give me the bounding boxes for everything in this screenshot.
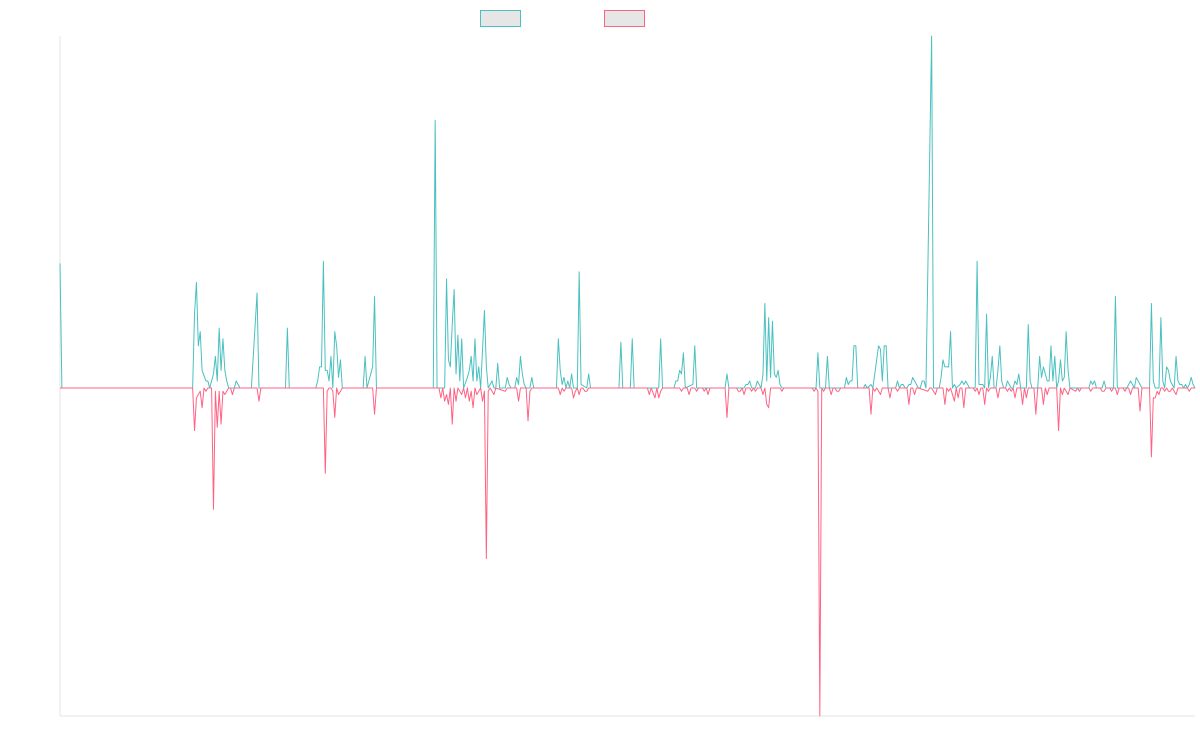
legend-swatch-1[interactable] bbox=[480, 10, 521, 27]
plot-frame bbox=[59, 36, 1195, 717]
legend-item-1[interactable] bbox=[480, 10, 521, 27]
legend-item-2[interactable] bbox=[604, 10, 645, 27]
legend[interactable] bbox=[480, 10, 645, 27]
series-line-1 bbox=[59, 35, 1196, 389]
legend-swatch-2[interactable] bbox=[604, 10, 645, 27]
series-layer bbox=[59, 35, 1196, 717]
series-line-2 bbox=[60, 387, 1195, 717]
